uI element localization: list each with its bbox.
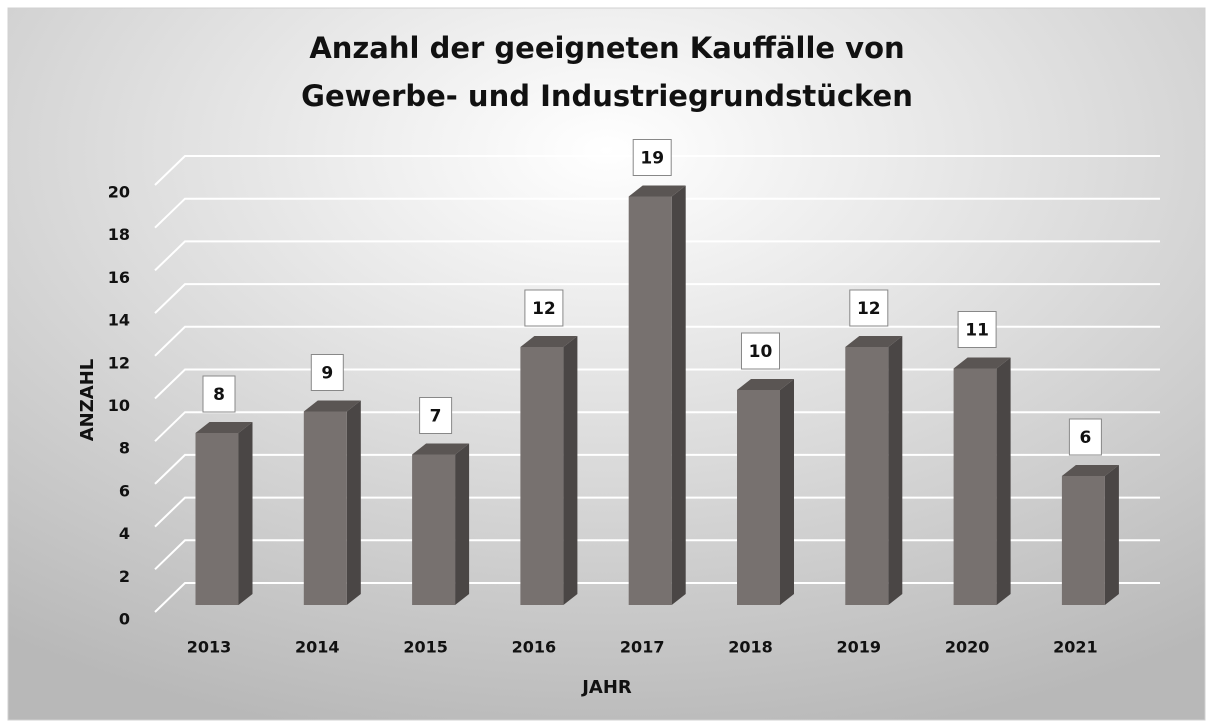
bar (303, 400, 361, 605)
y-tick-label: 4 (119, 524, 130, 543)
grid-line (154, 368, 1160, 400)
value-label: 12 (857, 299, 881, 319)
y-tick-label: 16 (108, 268, 130, 287)
bar-top (628, 185, 686, 197)
bar (195, 422, 253, 605)
value-label-box (1068, 418, 1102, 456)
grid-line (154, 453, 1160, 485)
bar-front (737, 390, 780, 605)
x-axis-label: JAHR (580, 677, 632, 698)
chart-background (7, 7, 1206, 721)
grid-line (154, 539, 1160, 571)
bar (628, 185, 686, 605)
bar-side (671, 185, 686, 605)
bar-side (563, 336, 578, 605)
bar-front (845, 347, 889, 605)
x-tick-label: 2017 (620, 638, 665, 657)
value-label-box (849, 289, 889, 327)
chart-title: Gewerbe- und Industriegrundstücken (301, 79, 913, 113)
grid-line (154, 155, 1160, 186)
y-axis-label: ANZAHL (77, 359, 98, 442)
x-tick-label: 2019 (837, 638, 882, 657)
bar-top (412, 443, 470, 455)
bar-side (888, 336, 903, 605)
bar-top (737, 379, 794, 390)
value-label-box (524, 289, 564, 327)
bar-side (1104, 465, 1119, 605)
chart-title: Anzahl der geeigneten Kauffälle von (309, 31, 904, 65)
bar-top (520, 336, 578, 347)
value-label: 11 (965, 321, 989, 341)
bar-side (238, 422, 253, 605)
y-tick-label: 14 (108, 311, 130, 330)
grid-line (154, 325, 1160, 357)
bar (1061, 465, 1119, 605)
y-tick-label: 18 (108, 225, 130, 244)
bar (737, 379, 794, 605)
y-tick-label: 6 (119, 481, 130, 500)
grid-line (154, 283, 1160, 314)
value-label-box (957, 311, 997, 348)
value-label: 9 (321, 364, 333, 384)
value-label: 6 (1079, 428, 1091, 448)
bar (412, 443, 470, 605)
value-label: 19 (640, 149, 664, 169)
bar-top (303, 400, 361, 412)
value-label: 12 (532, 299, 556, 319)
y-tick-label: 20 (108, 183, 130, 202)
y-tick-label: 2 (119, 567, 130, 586)
bar-front (303, 411, 347, 605)
value-label-box (419, 397, 453, 434)
bar-front (195, 433, 239, 605)
value-label: 10 (749, 342, 773, 362)
bar-side (455, 443, 470, 605)
value-label-box (202, 375, 236, 413)
x-tick-label: 2021 (1053, 638, 1098, 657)
bar-front (628, 196, 672, 605)
bar-front (412, 454, 456, 605)
x-tick-label: 2013 (187, 638, 232, 657)
bar-front (1061, 476, 1105, 605)
grid-line (154, 496, 1160, 528)
grid-line (154, 411, 1160, 442)
y-tick-label: 12 (108, 353, 130, 372)
bar-side (346, 400, 361, 605)
bar (953, 357, 1011, 605)
x-tick-label: 2015 (403, 638, 448, 657)
bar-top (845, 336, 903, 347)
value-label-box (741, 332, 780, 370)
bar (520, 336, 578, 605)
value-label-box (632, 139, 672, 176)
bar-side (996, 357, 1011, 605)
grid-line (154, 582, 1160, 613)
bar-top (1061, 465, 1119, 476)
bar-front (520, 347, 564, 605)
bar-side (780, 379, 794, 605)
bar (845, 336, 903, 605)
x-tick-label: 2020 (945, 638, 990, 657)
value-label-box (310, 354, 344, 391)
value-label: 7 (430, 407, 442, 427)
y-tick-label: 8 (119, 439, 130, 458)
y-tick-label: 10 (108, 396, 130, 415)
bar-top (195, 422, 253, 433)
grid-line (154, 197, 1160, 229)
x-tick-label: 2016 (512, 638, 557, 657)
y-tick-label: 0 (119, 610, 130, 629)
grid-line (154, 240, 1160, 272)
bar-front (953, 368, 997, 605)
x-tick-label: 2014 (295, 638, 340, 657)
x-tick-label: 2018 (728, 638, 773, 657)
value-label: 8 (213, 385, 225, 405)
bar-top (953, 357, 1011, 369)
